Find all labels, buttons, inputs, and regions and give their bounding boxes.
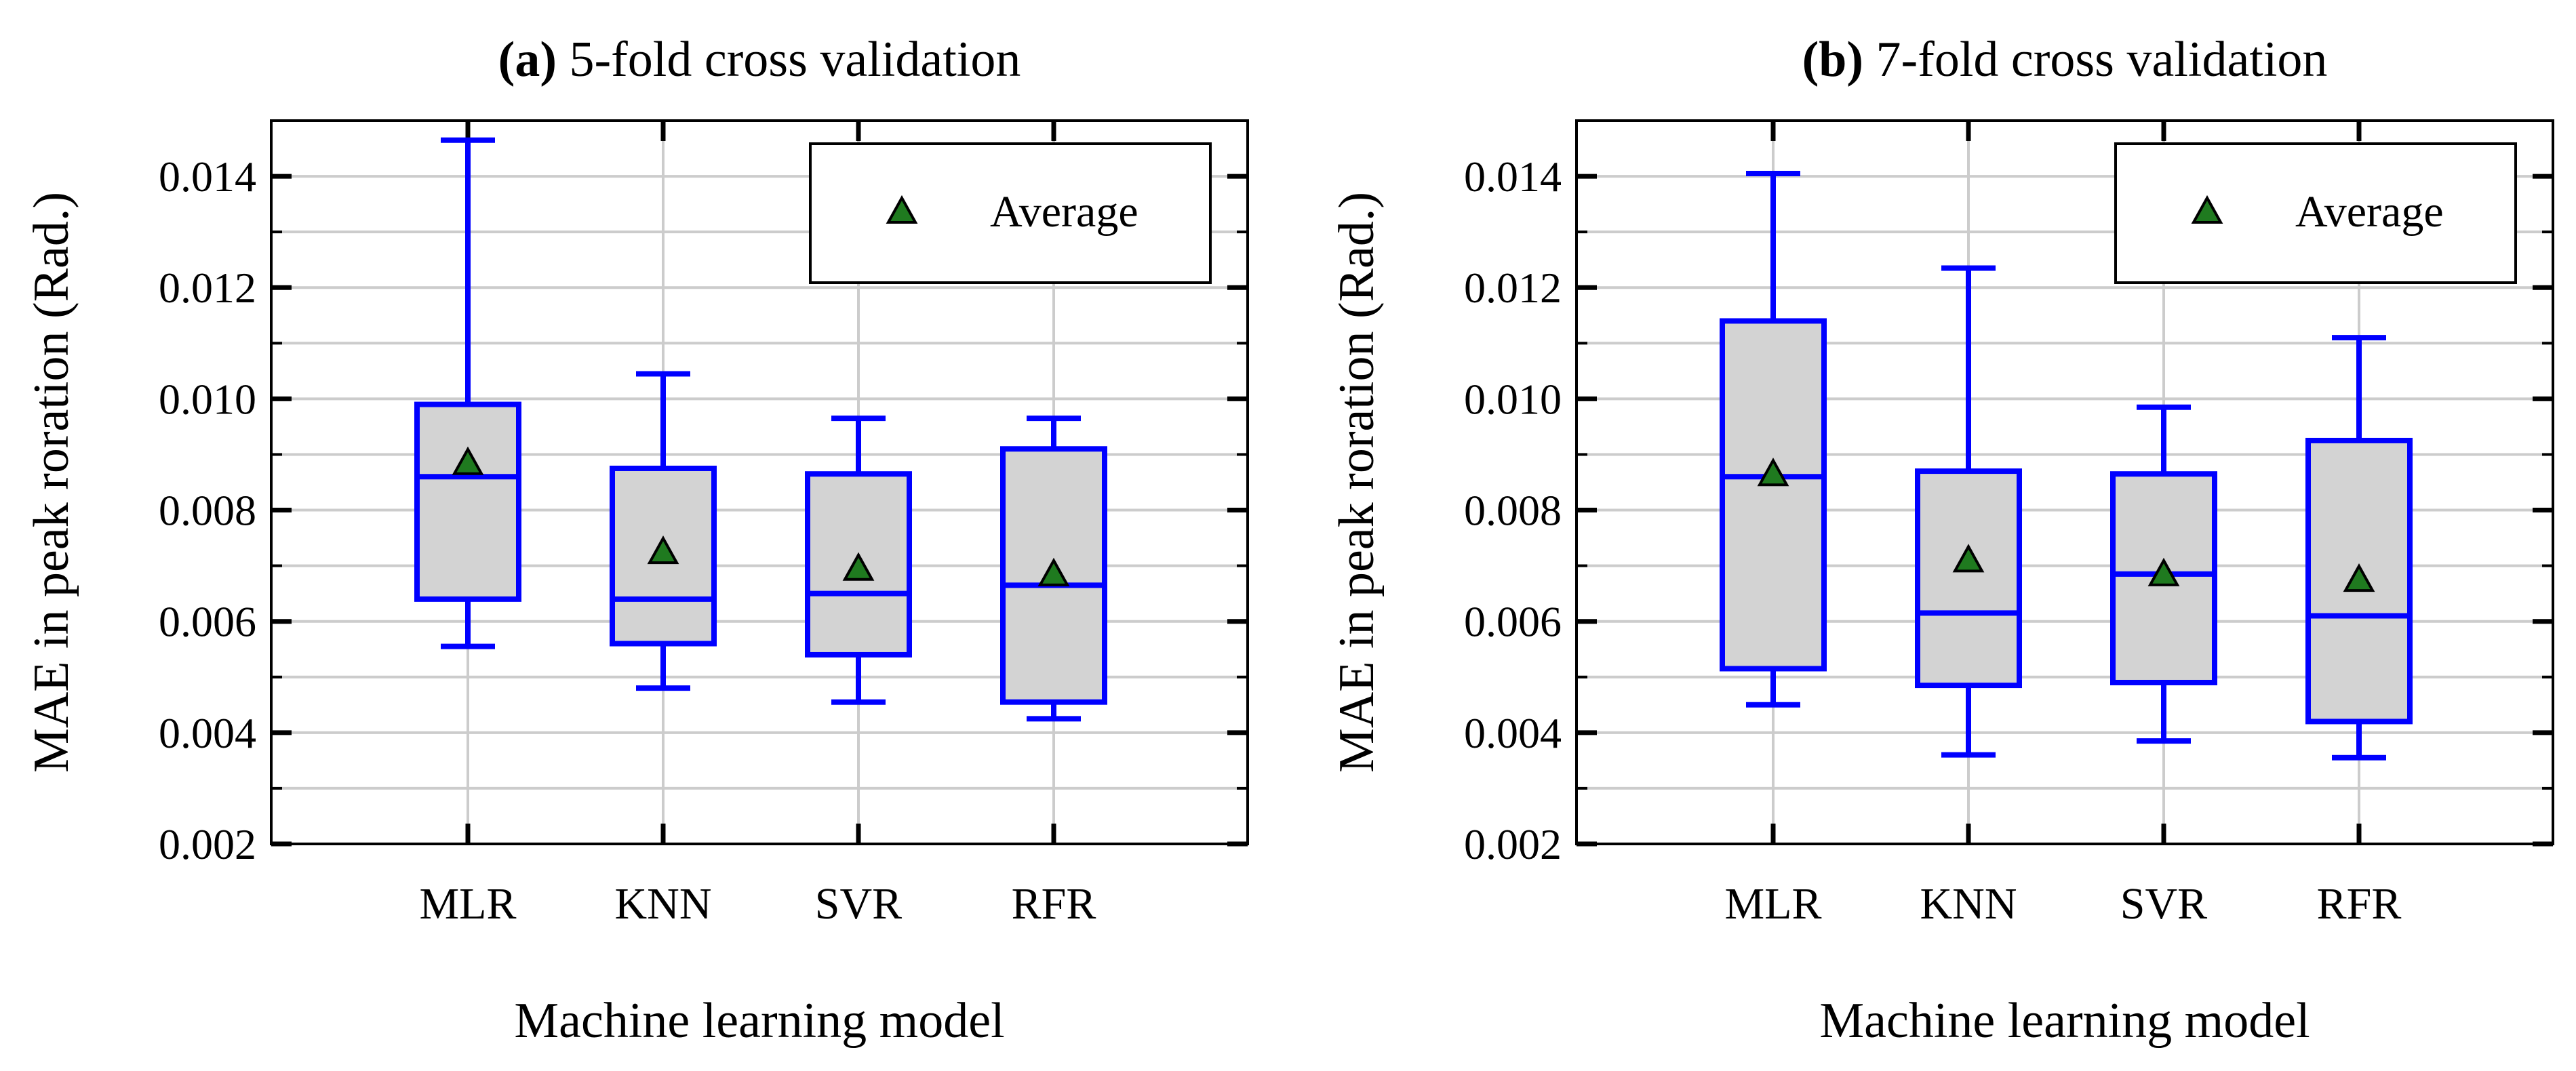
mean-marker xyxy=(1757,458,1789,487)
chart-title: (a) 5-fold cross validation xyxy=(498,32,1021,87)
mean-marker xyxy=(2147,557,2180,586)
box-rfr xyxy=(1000,416,1107,722)
y-axis-label: MAE in peak roration (Rad.) xyxy=(1329,192,1385,773)
mean-marker xyxy=(647,535,679,565)
title-text: 5-fold cross validation xyxy=(557,32,1021,87)
mean-marker xyxy=(1952,544,1985,573)
box-knn xyxy=(1915,265,2022,758)
y-tick-label: 0.004 xyxy=(1464,709,1562,757)
y-tick-label: 0.002 xyxy=(1464,820,1562,868)
x-tick-label: KNN xyxy=(1920,879,2017,929)
mean-marker xyxy=(842,552,875,581)
triangle-up-icon xyxy=(2191,195,2223,224)
plot-frame xyxy=(270,119,1249,845)
x-tick-label: KNN xyxy=(615,879,712,929)
y-tick-label: 0.008 xyxy=(1464,487,1562,535)
legend-label: Average xyxy=(990,187,1138,237)
y-axis-label: MAE in peak roration (Rad.) xyxy=(24,192,79,773)
chart-title: (b) 7-fold cross validation xyxy=(1802,32,2328,87)
mean-marker xyxy=(1037,557,1070,586)
x-tick-label: SVR xyxy=(2120,879,2207,929)
x-tick-label: MLR xyxy=(1724,879,1821,929)
y-tick-label: 0.002 xyxy=(159,820,256,868)
triangle-up-icon xyxy=(886,195,918,224)
box-iqr xyxy=(1720,318,1827,672)
legend-box xyxy=(809,142,1212,284)
y-tick-label: 0.014 xyxy=(1464,153,1562,201)
mean-marker xyxy=(2343,563,2375,592)
x-axis-label: Machine learning model xyxy=(514,993,1004,1049)
title-prefix: (b) xyxy=(1802,32,1863,87)
x-tick-label: MLR xyxy=(419,879,516,929)
y-tick-label: 0.006 xyxy=(159,598,256,646)
x-tick-label: RFR xyxy=(1012,879,1096,929)
y-tick-label: 0.012 xyxy=(159,264,256,312)
title-text: 7-fold cross validation xyxy=(1863,32,2327,87)
legend-box xyxy=(2114,142,2517,284)
mean-marker xyxy=(452,446,484,475)
plot-frame xyxy=(1575,119,2554,845)
box-iqr xyxy=(414,401,521,602)
title-prefix: (a) xyxy=(498,32,557,87)
legend-label: Average xyxy=(2295,187,2444,237)
y-tick-label: 0.012 xyxy=(1464,264,1562,312)
box-svr xyxy=(805,416,912,705)
y-tick-label: 0.010 xyxy=(1464,375,1562,423)
y-tick-label: 0.014 xyxy=(159,153,256,201)
y-tick-label: 0.006 xyxy=(1464,598,1562,646)
box-iqr xyxy=(1915,468,2022,689)
y-tick-label: 0.008 xyxy=(159,487,256,535)
box-mlr xyxy=(414,137,521,649)
box-mlr xyxy=(1720,170,1827,708)
box-svr xyxy=(2110,404,2217,744)
x-tick-label: RFR xyxy=(2317,879,2402,929)
box-knn xyxy=(610,371,717,691)
y-tick-label: 0.010 xyxy=(159,375,256,423)
y-tick-label: 0.004 xyxy=(159,709,256,757)
panel-a-5-fold: 0.002 0.004 0.006 0.008 0.010 0.012 0.014 MLR KN… xyxy=(24,32,1249,1049)
box-iqr xyxy=(2305,437,2413,725)
x-tick-label: SVR xyxy=(815,879,902,929)
x-axis-label: Machine learning model xyxy=(1819,993,2310,1049)
panel-b-7-fold: 0.002 0.004 0.006 0.008 0.010 0.012 0.014 MLR KN… xyxy=(1329,32,2554,1049)
box-rfr xyxy=(2305,335,2413,761)
